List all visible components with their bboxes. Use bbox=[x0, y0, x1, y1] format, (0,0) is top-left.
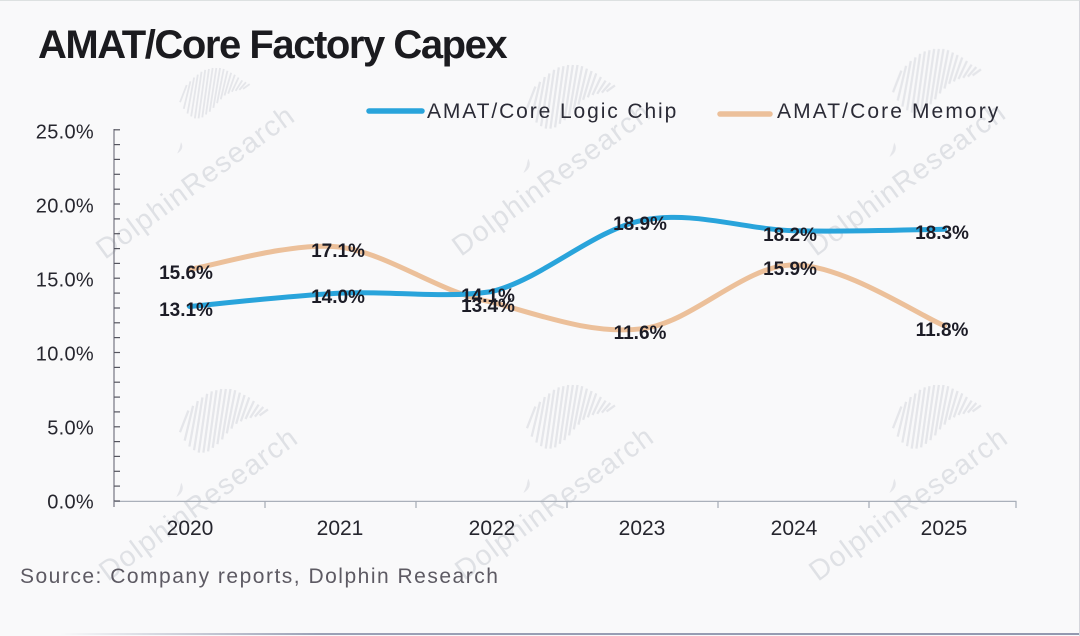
svg-text:DolphinResearch: DolphinResearch bbox=[90, 99, 301, 265]
svg-text:DolphinResearch: DolphinResearch bbox=[803, 421, 1014, 587]
